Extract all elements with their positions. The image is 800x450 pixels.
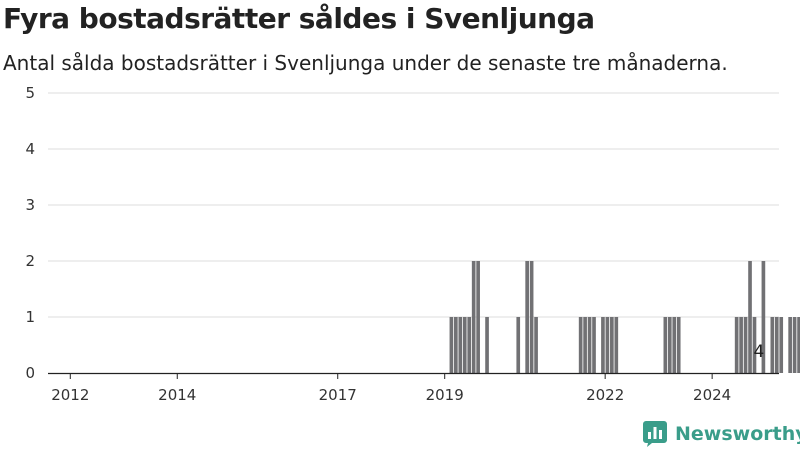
- y-tick-label: 3: [25, 196, 35, 214]
- brand-logo[interactable]: Newsworthy: [643, 419, 800, 449]
- bar: [476, 261, 480, 373]
- x-tick-label: 2022: [586, 386, 624, 404]
- bar: [770, 317, 775, 373]
- x-tick-label: 2014: [158, 386, 196, 404]
- newsworthy-logo-icon: [643, 421, 667, 447]
- bar: [672, 317, 677, 373]
- bar: [774, 317, 779, 373]
- bar: [605, 317, 610, 373]
- y-tick-label: 0: [25, 364, 35, 382]
- y-tick-label: 4: [25, 140, 35, 158]
- bar: [592, 317, 596, 373]
- bar: [676, 317, 681, 373]
- bar: [743, 317, 748, 373]
- bar: [583, 317, 587, 373]
- bar: [467, 317, 472, 373]
- y-tick-label: 1: [25, 308, 35, 326]
- bar: [462, 317, 467, 373]
- bar: [534, 317, 538, 373]
- x-tick-label: 2019: [426, 386, 464, 404]
- bar: [788, 317, 792, 373]
- bar: [601, 317, 605, 373]
- bar: [525, 261, 529, 373]
- y-tick-label: 5: [25, 84, 35, 102]
- bar: [610, 317, 614, 373]
- bar: [471, 261, 476, 373]
- bar: [458, 317, 463, 373]
- bar: [529, 261, 534, 373]
- bar: [761, 261, 766, 373]
- bar: [667, 317, 672, 373]
- chart-title: Fyra bostadsrätter såldes i Svenljunga: [3, 2, 595, 35]
- bar: [485, 317, 489, 373]
- x-tick-label: 2012: [51, 386, 89, 404]
- bar: [734, 317, 739, 373]
- bar: [578, 317, 583, 373]
- chart-subtitle: Antal sålda bostadsrätter i Svenljunga u…: [3, 51, 728, 75]
- y-tick-label: 2: [25, 252, 35, 270]
- bar: [752, 317, 757, 373]
- brand-name: Newsworthy: [675, 423, 800, 445]
- bar: [516, 317, 521, 373]
- x-tick-label: 2017: [319, 386, 357, 404]
- bar: [748, 261, 752, 373]
- bar: [614, 317, 619, 373]
- x-tick-label: 2024: [693, 386, 731, 404]
- bar: [779, 317, 784, 373]
- bar: [792, 317, 797, 373]
- bar: [739, 317, 743, 373]
- value-annotation: 4: [754, 342, 765, 362]
- bar: [454, 317, 458, 373]
- bar: [797, 317, 800, 373]
- bar: [663, 317, 668, 373]
- bar: [587, 317, 592, 373]
- bar: [449, 317, 454, 373]
